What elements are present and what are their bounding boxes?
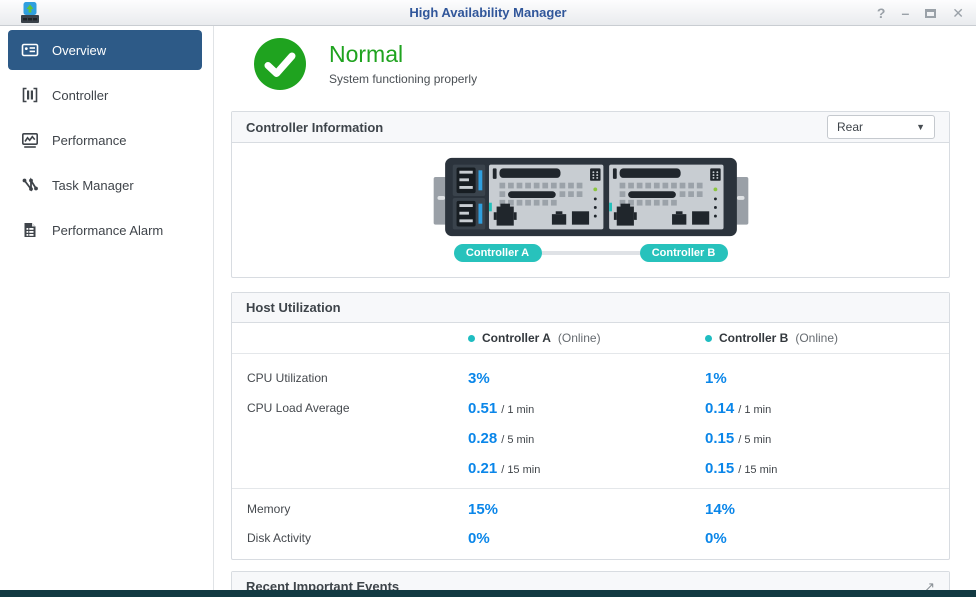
row-label: CPU Load Average (247, 401, 350, 415)
status-state: Normal (329, 40, 404, 67)
memory-a-value: 15% (468, 500, 499, 518)
controller-information-panel: Controller Information Rear ▼ (231, 111, 950, 278)
table-row-load-15min: 0.21/ 15 min 0.15/ 15 min (232, 453, 949, 483)
maximize-button[interactable] (925, 8, 937, 18)
sidebar-item-label: Performance (52, 132, 127, 148)
controller-b-online: (Online) (795, 331, 839, 345)
controller-a-label: Controller A (453, 244, 542, 262)
high-availability-app-icon (21, 2, 39, 23)
controller-labels: Controller A Controller B (453, 244, 728, 262)
controller-b-name: Controller B (719, 331, 789, 345)
host-utilization-column-headers: Controller A (Online) Controller B (Onli… (232, 323, 949, 354)
disk-b-value: 0% (705, 529, 727, 547)
expand-icon[interactable]: ↗ (924, 578, 935, 591)
help-button[interactable]: ? (876, 5, 886, 21)
status-description: System functioning properly (329, 72, 478, 87)
sidebar-item-label: Controller (52, 87, 109, 103)
controller-b-status-dot (705, 334, 712, 342)
performance-icon (21, 132, 38, 148)
minimize-button[interactable]: – (901, 5, 910, 21)
controller-a-online: (Online) (557, 331, 601, 345)
task-manager-icon (22, 177, 38, 192)
desktop-edge (0, 590, 976, 597)
disk-a-value: 0% (468, 529, 490, 547)
cpu-b-value: 1% (705, 369, 727, 387)
performance-alarm-icon (24, 223, 36, 237)
sidebar-item-label: Task Manager (52, 177, 134, 193)
table-row-cpu-utilization: CPU Utilization 3% 1% (232, 363, 949, 393)
controller-b-module (608, 164, 724, 230)
cpu-a-value: 3% (468, 369, 490, 387)
table-row-memory: Memory 15% 14% (232, 494, 949, 524)
table-row-load-5min: 0.28/ 5 min 0.15/ 5 min (232, 423, 949, 453)
title-bar: High Availability Manager ? – ✕ (0, 0, 976, 26)
sidebar-item-label: Performance Alarm (52, 222, 164, 238)
host-utilization-title: Host Utilization (246, 300, 341, 315)
controller-b-label: Controller B (639, 244, 728, 262)
row-label: CPU Utilization (247, 371, 328, 385)
controller-b-column-header: Controller B (Online) (705, 331, 949, 345)
psu-sockets (452, 164, 485, 230)
row-label: Memory (247, 502, 291, 516)
recent-events-panel: Recent Important Events ↗ (231, 571, 950, 590)
sidebar: Overview Controller Performance (0, 26, 214, 590)
controller-information-title: Controller Information (246, 119, 384, 135)
controller-rear-illustration (433, 157, 748, 237)
table-row-load-1min: CPU Load Average 0.51/ 1 min 0.14/ 1 min (232, 393, 949, 423)
view-selector-dropdown[interactable]: Rear ▼ (827, 115, 935, 139)
chevron-down-icon: ▼ (916, 122, 925, 132)
close-button[interactable]: ✕ (952, 5, 964, 21)
load-a-15min: 0.21/ 15 min (468, 459, 541, 477)
sidebar-item-performance-alarm[interactable]: Performance Alarm (8, 210, 202, 250)
load-a-1min: 0.51/ 1 min (468, 399, 535, 417)
controller-a-column-header: Controller A (Online) (468, 331, 705, 345)
host-utilization-panel: Host Utilization Controller A (Online) C… (231, 292, 950, 560)
row-label: Disk Activity (247, 531, 312, 545)
status-ok-icon (254, 38, 306, 90)
view-selector-value: Rear (837, 120, 864, 134)
load-b-15min: 0.15/ 15 min (705, 459, 778, 477)
sidebar-item-overview[interactable]: Overview (8, 30, 202, 70)
overview-icon (21, 43, 39, 57)
controller-a-module (488, 164, 603, 230)
controller-a-status-dot (468, 334, 475, 342)
load-b-1min: 0.14/ 1 min (705, 399, 772, 417)
memory-b-value: 14% (705, 500, 736, 518)
system-status: Normal System functioning properly (254, 38, 950, 90)
load-b-5min: 0.15/ 5 min (705, 429, 772, 447)
main-content: Normal System functioning properly Contr… (214, 26, 976, 590)
window-title: High Availability Manager (409, 5, 567, 20)
sidebar-item-controller[interactable]: Controller (8, 75, 202, 115)
controller-icon (22, 87, 38, 103)
load-a-5min: 0.28/ 5 min (468, 429, 535, 447)
table-row-disk-activity: Disk Activity 0% 0% (232, 524, 949, 552)
controller-a-name: Controller A (482, 331, 551, 345)
table-divider (232, 488, 949, 489)
sidebar-item-performance[interactable]: Performance (8, 120, 202, 160)
sidebar-item-task-manager[interactable]: Task Manager (8, 165, 202, 205)
recent-events-title: Recent Important Events (246, 579, 400, 590)
controller-link-line (541, 251, 640, 255)
sidebar-item-label: Overview (52, 42, 107, 58)
